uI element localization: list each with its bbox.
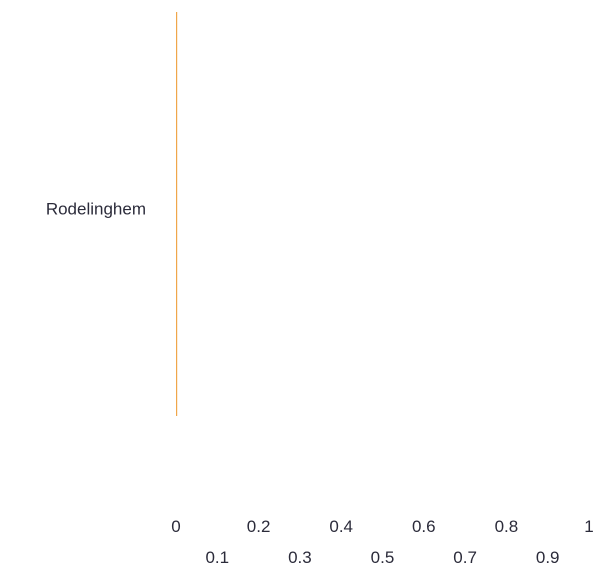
- x-tick-labels: 0 0.2 0.4 0.6 0.8 1 0.1 0.3 0.5 0.7 0.9: [171, 517, 593, 567]
- x-tick-label: 1: [584, 517, 593, 536]
- x-tick-label: 0.1: [205, 548, 229, 567]
- x-tick-label: 0.9: [536, 548, 560, 567]
- x-tick-label: 0.4: [329, 517, 353, 536]
- x-tick-label: 0: [171, 517, 180, 536]
- x-tick-label: 0.5: [371, 548, 395, 567]
- x-tick-label: 0.6: [412, 517, 436, 536]
- x-tick-label: 0.7: [453, 548, 477, 567]
- category-label: Rodelinghem: [46, 199, 146, 218]
- x-tick-label: 0.8: [495, 517, 519, 536]
- bar-rodelinghem: [176, 12, 178, 416]
- category-labels: Rodelinghem: [46, 199, 146, 218]
- plot-area: [176, 12, 178, 416]
- x-tick-label: 0.3: [288, 548, 312, 567]
- x-tick-label: 0.2: [247, 517, 271, 536]
